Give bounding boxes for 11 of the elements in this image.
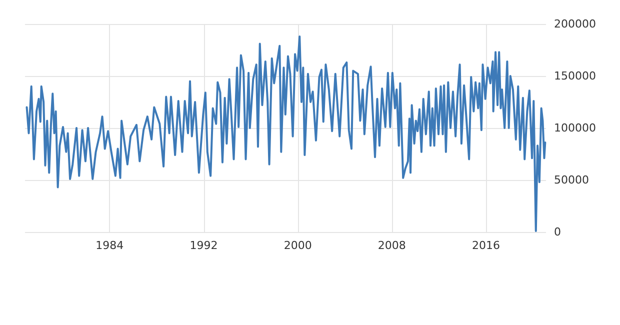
x-tick-label: 1984 — [96, 239, 124, 252]
y-tick-label: 200000 — [554, 18, 596, 30]
y-tick-label: 150000 — [554, 70, 596, 82]
x-tick-label: 2008 — [378, 239, 406, 252]
y-tick-label: 0 — [554, 226, 561, 238]
y-tick-label: 100000 — [554, 122, 596, 134]
x-tick-label: 1992 — [190, 239, 218, 252]
line-series — [26, 35, 546, 232]
x-tick-label: 2016 — [472, 239, 500, 252]
x-tick-label: 2000 — [284, 239, 312, 252]
y-tick-label: 50000 — [554, 174, 589, 186]
